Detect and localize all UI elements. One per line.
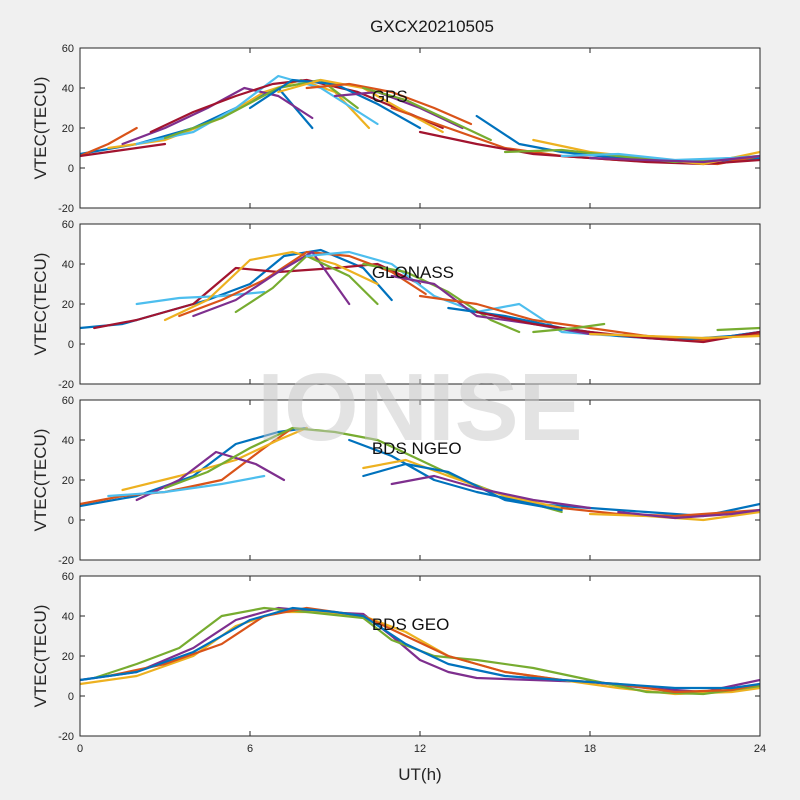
- series-line-15: [588, 332, 760, 340]
- y-tick-label: -20: [58, 555, 74, 567]
- series-line-4: [107, 606, 760, 694]
- watermark: IONISE: [257, 354, 582, 461]
- series-group: [80, 248, 760, 344]
- series-line-13: [617, 508, 760, 520]
- y-axis-label: VTEC(TECU): [31, 77, 50, 180]
- series-line-5: [80, 606, 760, 690]
- series-line-4: [135, 450, 286, 502]
- series-line-8: [362, 458, 563, 510]
- panel-1: -20 0 20 40 60 VTEC(TECU) GPS: [31, 43, 761, 215]
- series-line-5: [178, 250, 427, 318]
- panel-label: GLONASS: [372, 263, 454, 282]
- y-tick-label: -20: [58, 731, 74, 743]
- x-tick-label: 0: [77, 743, 83, 755]
- series-line-9: [362, 462, 563, 512]
- x-tick-label: 24: [754, 743, 766, 755]
- series-line-6: [192, 250, 351, 318]
- y-axis-label: VTEC(TECU): [31, 429, 50, 532]
- panel-label: BDS GEO: [372, 615, 449, 634]
- series-group: [80, 74, 760, 166]
- y-tick-label: 0: [68, 515, 74, 527]
- y-tick-label: 0: [68, 691, 74, 703]
- y-tick-label: 40: [62, 259, 74, 271]
- x-tick-label: 18: [584, 743, 596, 755]
- panel-3: -20 0 20 40 60 VTEC(TECU) BDS NGEO: [31, 395, 761, 567]
- y-tick-label: 40: [62, 435, 74, 447]
- y-tick-label: 20: [62, 123, 74, 135]
- series-line-2: [80, 126, 138, 158]
- series-line-11: [418, 294, 760, 342]
- y-tick-label: -20: [58, 203, 74, 215]
- y-axis-label: VTEC(TECU): [31, 605, 50, 708]
- panel-label: GPS: [372, 87, 408, 106]
- series-line-11: [333, 90, 464, 130]
- figure-title: GXCX20210505: [370, 17, 494, 36]
- y-tick-label: 0: [68, 163, 74, 175]
- series-line-9: [362, 262, 521, 334]
- series-line-5: [135, 74, 379, 146]
- series-line-3: [93, 606, 760, 696]
- series-line-12: [362, 86, 492, 142]
- y-tick-label: 60: [62, 395, 74, 407]
- y-tick-label: 40: [62, 611, 74, 623]
- series-line-16: [716, 326, 760, 332]
- series-line-14: [532, 322, 606, 334]
- series-line-5: [107, 474, 266, 498]
- panel-4: -20 0 20 40 60 VTEC(TECU) BDS GEO: [31, 571, 761, 743]
- series-line-4: [121, 86, 314, 146]
- series-line-10: [305, 82, 473, 126]
- series-group: [80, 606, 760, 696]
- series-line-10: [390, 474, 592, 510]
- series-group: [80, 426, 760, 522]
- y-tick-label: 0: [68, 339, 74, 351]
- y-tick-label: 60: [62, 571, 74, 583]
- y-tick-label: 60: [62, 219, 74, 231]
- series-line-20: [80, 142, 167, 158]
- y-tick-label: 20: [62, 299, 74, 311]
- series-line-4: [163, 250, 379, 322]
- y-tick-label: 40: [62, 83, 74, 95]
- y-tick-label: -20: [58, 379, 74, 391]
- x-tick-label: 12: [414, 743, 426, 755]
- panel-label: BDS NGEO: [372, 439, 462, 458]
- series-line-19: [588, 154, 760, 164]
- series-line-8: [248, 78, 422, 130]
- y-tick-label: 60: [62, 43, 74, 55]
- panel-2: -20 0 20 40 60 VTEC(TECU) GLONASS: [31, 219, 761, 391]
- series-line-3: [121, 426, 308, 492]
- axes-background: [80, 400, 760, 560]
- y-tick-label: 20: [62, 651, 74, 663]
- series-line-7: [163, 78, 359, 140]
- x-axis-label: UT(h): [398, 765, 441, 784]
- series-line-11: [560, 506, 760, 518]
- x-tick-label: 6: [247, 743, 253, 755]
- y-axis-label: VTEC(TECU): [31, 253, 50, 356]
- y-tick-label: 20: [62, 475, 74, 487]
